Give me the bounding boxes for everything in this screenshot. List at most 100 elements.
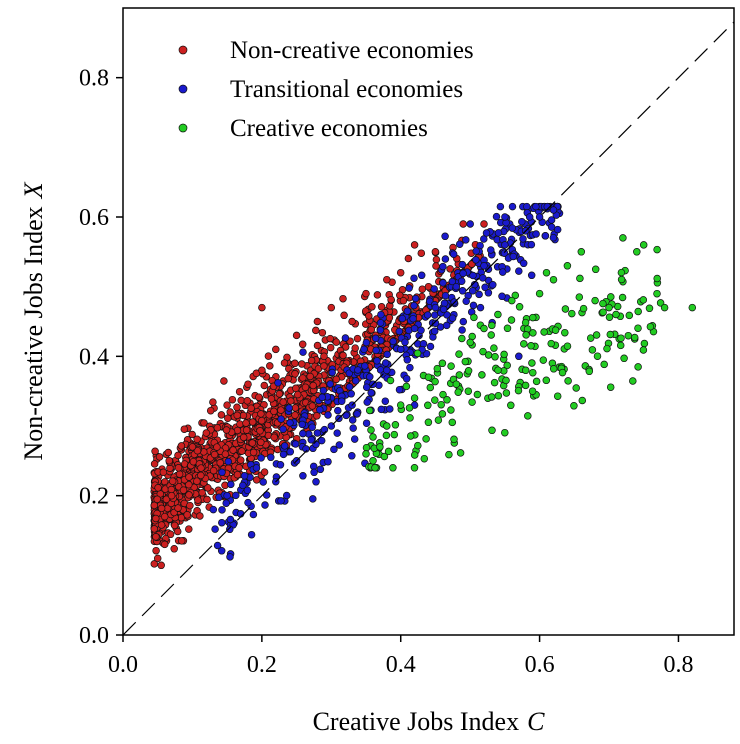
data-point bbox=[579, 304, 588, 313]
data-point bbox=[523, 202, 531, 211]
data-point bbox=[366, 373, 374, 381]
data-point bbox=[431, 396, 439, 404]
data-point bbox=[527, 240, 536, 249]
data-point bbox=[367, 325, 376, 334]
data-point bbox=[257, 410, 265, 418]
data-point bbox=[312, 326, 320, 335]
data-point bbox=[361, 362, 369, 370]
data-point bbox=[646, 322, 655, 331]
data-point bbox=[449, 250, 458, 258]
data-point bbox=[248, 418, 257, 426]
data-point bbox=[261, 501, 269, 509]
data-point bbox=[347, 390, 355, 398]
data-point bbox=[639, 346, 648, 354]
data-point bbox=[260, 381, 269, 390]
data-point bbox=[448, 418, 457, 427]
data-point bbox=[639, 296, 648, 304]
x-tick-label: 0.0 bbox=[108, 652, 138, 678]
data-point bbox=[422, 435, 430, 443]
data-point bbox=[496, 202, 505, 211]
data-point bbox=[405, 284, 413, 292]
data-point bbox=[466, 220, 474, 228]
data-point bbox=[476, 303, 485, 312]
data-point bbox=[393, 444, 402, 453]
data-point bbox=[222, 426, 231, 434]
data-point bbox=[350, 435, 359, 443]
data-point bbox=[515, 303, 524, 311]
data-point bbox=[306, 372, 314, 381]
legend: Non-creative economies Transitional econo… bbox=[178, 37, 474, 142]
data-point bbox=[185, 525, 193, 533]
data-point bbox=[549, 275, 558, 284]
data-point bbox=[342, 411, 350, 420]
data-point bbox=[152, 514, 160, 523]
data-point bbox=[605, 303, 613, 312]
data-point bbox=[220, 377, 228, 385]
data-point bbox=[174, 504, 182, 512]
data-point bbox=[404, 254, 413, 263]
data-point bbox=[502, 389, 511, 397]
data-point bbox=[488, 426, 496, 435]
data-point bbox=[630, 333, 639, 342]
data-point bbox=[383, 366, 391, 375]
data-point bbox=[354, 366, 362, 374]
data-point bbox=[480, 262, 488, 270]
data-point bbox=[468, 398, 476, 406]
data-point bbox=[160, 540, 169, 549]
data-point bbox=[411, 294, 420, 303]
data-point bbox=[383, 275, 391, 284]
data-point bbox=[549, 365, 558, 373]
data-point bbox=[438, 359, 447, 368]
data-point bbox=[521, 366, 530, 375]
data-point bbox=[157, 521, 166, 529]
x-tick-label: 0.2 bbox=[247, 652, 277, 678]
data-point bbox=[524, 412, 532, 420]
data-point bbox=[490, 344, 498, 352]
data-point bbox=[213, 424, 222, 432]
data-point bbox=[396, 401, 405, 409]
data-point bbox=[423, 311, 432, 319]
data-point bbox=[532, 230, 540, 238]
data-point bbox=[462, 297, 470, 305]
data-point bbox=[448, 277, 457, 286]
data-point bbox=[286, 447, 295, 456]
data-point bbox=[511, 291, 520, 300]
data-point bbox=[432, 255, 441, 264]
data-point bbox=[167, 485, 176, 494]
data-point bbox=[256, 427, 264, 435]
data-point bbox=[153, 495, 161, 504]
data-point bbox=[410, 394, 419, 402]
data-point bbox=[607, 293, 615, 301]
data-point bbox=[177, 442, 186, 450]
data-point bbox=[291, 359, 299, 368]
data-point bbox=[529, 329, 537, 337]
data-point bbox=[481, 283, 489, 292]
data-point bbox=[324, 457, 332, 466]
data-point bbox=[239, 481, 247, 490]
data-point bbox=[377, 310, 385, 319]
data-point bbox=[221, 450, 230, 458]
data-point bbox=[519, 259, 528, 268]
data-point bbox=[376, 319, 385, 327]
data-point bbox=[211, 525, 219, 533]
data-point bbox=[310, 468, 318, 477]
data-point bbox=[380, 452, 389, 461]
data-point bbox=[653, 289, 661, 298]
data-point bbox=[447, 406, 455, 414]
data-point bbox=[406, 363, 414, 372]
data-point bbox=[519, 235, 527, 243]
data-point bbox=[417, 249, 426, 257]
data-point bbox=[488, 321, 496, 330]
data-point bbox=[514, 386, 523, 395]
data-point bbox=[492, 212, 501, 221]
diagonal-reference-line bbox=[122, 21, 735, 636]
data-point bbox=[455, 240, 464, 248]
data-point bbox=[353, 410, 361, 418]
data-point bbox=[235, 387, 244, 396]
data-point bbox=[634, 307, 642, 316]
data-point bbox=[209, 398, 217, 406]
data-point bbox=[341, 343, 350, 351]
data-point bbox=[196, 512, 204, 520]
data-point bbox=[264, 352, 273, 360]
